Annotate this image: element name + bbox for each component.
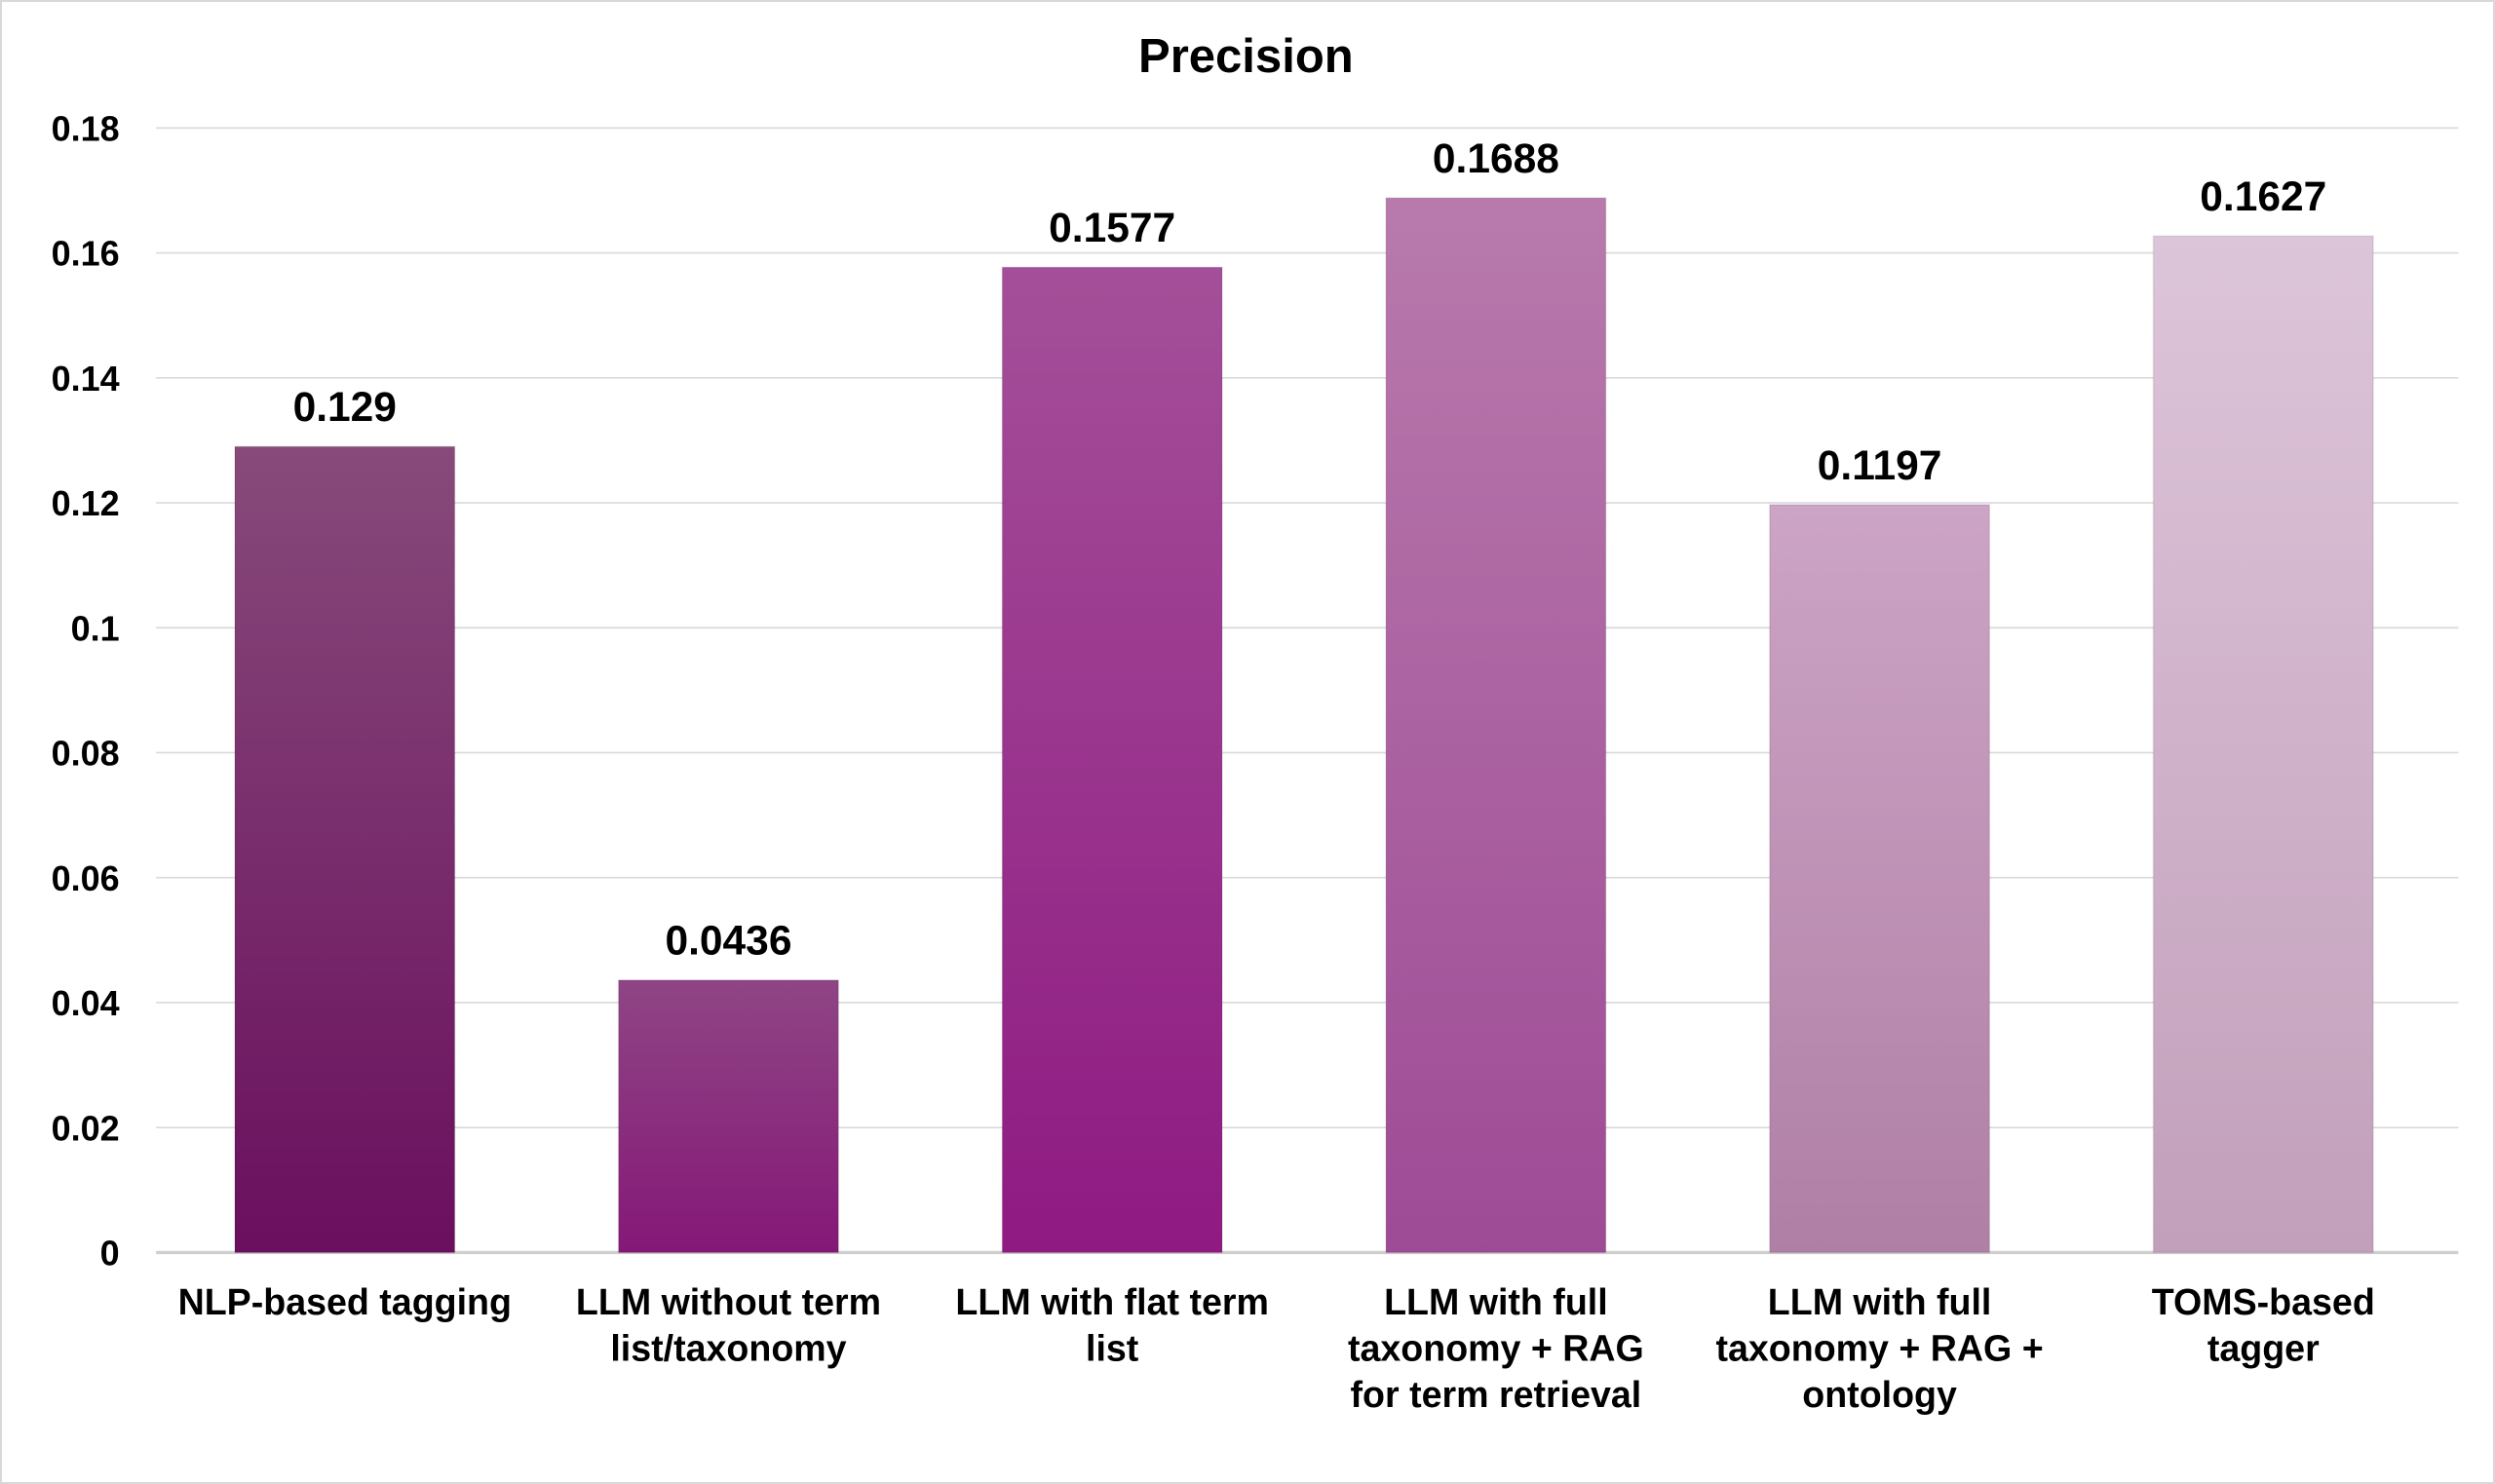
data-labels: 0.129 0.0436 0.1577 0.1688 0.1197 0.1627	[293, 136, 2327, 965]
x-tick-label: list	[1086, 1328, 1139, 1369]
y-axis-ticks: 0 0.02 0.04 0.06 0.08 0.1 0.12 0.14 0.16 0.18	[52, 108, 120, 1273]
x-tick-label: TOMS-based	[2152, 1281, 2375, 1322]
x-tick-label: taxonomy + RAG +	[1715, 1328, 2043, 1369]
x-axis-labels: NLP-based tagging LLM without term list/ta…	[178, 1281, 2375, 1415]
bar	[1001, 266, 1223, 1254]
y-tick-label: 0	[100, 1234, 120, 1274]
y-tick-label: 0.04	[52, 983, 120, 1023]
y-tick-label: 0.16	[52, 234, 120, 274]
x-tick-label: list/taxonomy	[610, 1328, 846, 1369]
data-label: 0.1627	[2200, 174, 2326, 220]
x-tick-label: LLM with full	[1384, 1281, 1608, 1322]
gridlines	[156, 127, 2459, 1255]
y-tick-label: 0.02	[52, 1108, 120, 1148]
bar	[1385, 197, 1607, 1254]
bar	[1768, 504, 1991, 1254]
y-tick-label: 0.08	[52, 734, 120, 774]
chart-title: Precision	[1138, 30, 1354, 83]
x-tick-label: LLM with full	[1768, 1281, 1992, 1322]
data-label: 0.1577	[1049, 206, 1175, 251]
bar	[234, 445, 456, 1254]
data-label: 0.0436	[665, 919, 791, 965]
data-label: 0.1197	[1818, 443, 1942, 489]
bars	[234, 197, 2374, 1254]
y-tick-label: 0.18	[52, 108, 120, 148]
x-tick-label: NLP-based tagging	[178, 1281, 512, 1322]
bar	[617, 979, 840, 1254]
y-tick-label: 0.12	[52, 483, 120, 523]
x-tick-label: ontology	[1802, 1374, 1957, 1415]
y-tick-label: 0.14	[52, 359, 120, 399]
x-tick-label: for term retrieval	[1351, 1374, 1642, 1415]
x-tick-label: tagger	[2207, 1328, 2320, 1369]
x-tick-label: LLM with flat term	[955, 1281, 1269, 1322]
data-label: 0.129	[293, 385, 397, 431]
x-tick-label: LLM without term	[576, 1281, 881, 1322]
y-tick-label: 0.1	[71, 608, 120, 648]
data-label: 0.1688	[1433, 136, 1559, 182]
x-tick-label: taxonomy + RAG	[1348, 1328, 1644, 1369]
y-tick-label: 0.06	[52, 858, 120, 898]
bar	[2152, 235, 2374, 1254]
